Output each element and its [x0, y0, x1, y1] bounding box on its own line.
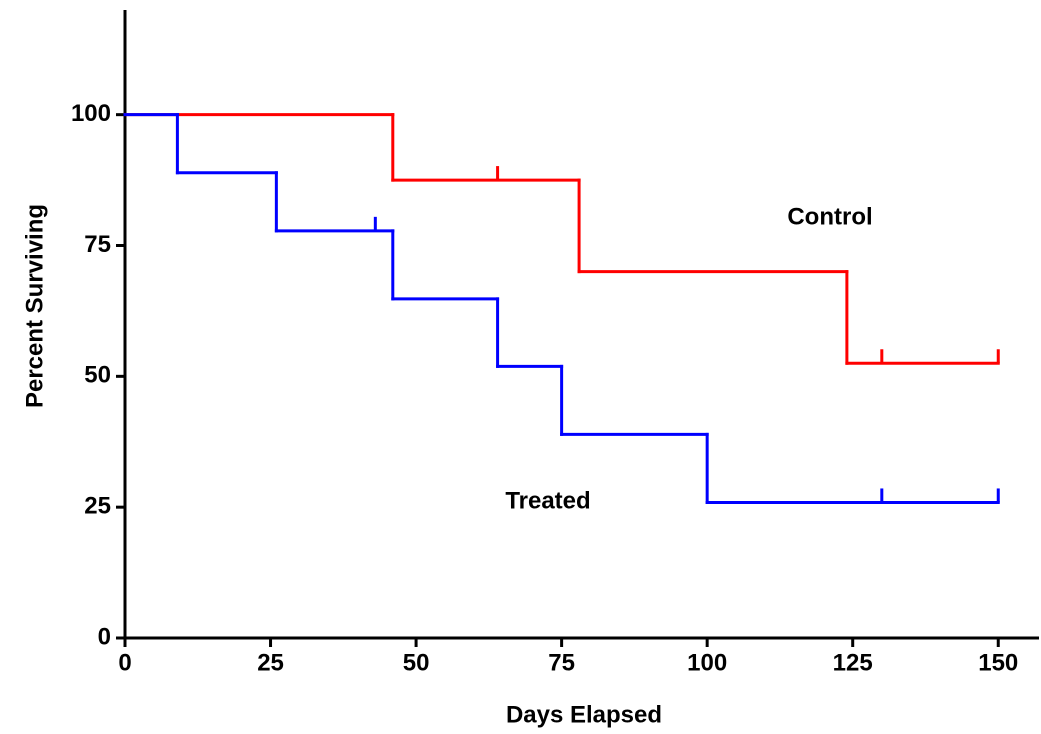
- x-tick-label: 50: [403, 649, 430, 676]
- x-tick-label: 0: [118, 649, 131, 676]
- y-tick-label: 75: [84, 231, 111, 258]
- x-tick-label: 150: [978, 649, 1018, 676]
- y-tick-label: 50: [84, 362, 111, 389]
- y-tick-label: 25: [84, 493, 111, 520]
- x-tick-label: 100: [687, 649, 727, 676]
- y-axis-label: Percent Surviving: [21, 204, 48, 408]
- x-tick-label: 75: [548, 649, 575, 676]
- x-axis-label: Days Elapsed: [506, 701, 662, 728]
- series-label: Treated: [505, 487, 590, 514]
- series-label: Control: [787, 203, 872, 230]
- y-tick-label: 100: [71, 100, 111, 127]
- y-tick-label: 0: [98, 623, 111, 650]
- x-tick-label: 125: [833, 649, 873, 676]
- x-tick-label: 25: [257, 649, 284, 676]
